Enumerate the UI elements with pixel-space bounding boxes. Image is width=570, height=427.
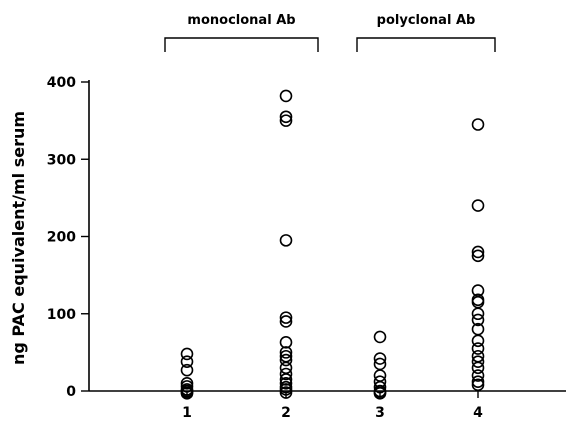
data-point <box>471 245 485 259</box>
data-point <box>180 355 194 368</box>
data-point <box>471 334 485 348</box>
data-point <box>373 330 387 344</box>
data-point <box>279 386 293 399</box>
data-point <box>180 363 194 377</box>
y-tick-label: 200 <box>47 230 76 246</box>
data-point <box>373 352 387 365</box>
x-ticks: 1 2 3 4 <box>182 391 483 421</box>
data-point <box>279 110 293 124</box>
group-label: polyclonal Ab <box>377 13 476 28</box>
data-point <box>373 380 387 394</box>
data-point <box>471 307 485 321</box>
x-tick-label: 2 <box>281 405 291 421</box>
group-brackets: monoclonal Ab polyclonal Ab <box>164 13 496 52</box>
data-point <box>279 346 293 359</box>
x-tick-label: 1 <box>182 405 192 421</box>
data-point <box>279 114 293 127</box>
group-bracket <box>356 37 496 52</box>
data-point <box>279 376 293 390</box>
group-bracket <box>164 37 319 52</box>
data-point <box>279 336 293 349</box>
data-point <box>279 367 293 381</box>
x-tick-label: 3 <box>375 405 385 421</box>
y-tick-label: 300 <box>47 152 76 168</box>
data-point <box>279 383 293 396</box>
y-tick-label: 400 <box>47 75 76 91</box>
data-point <box>471 375 485 389</box>
data-point <box>279 311 293 324</box>
y-tick-label: 0 <box>66 384 76 400</box>
data-point <box>279 89 293 103</box>
data-point <box>279 315 293 328</box>
data-point <box>471 313 485 327</box>
data-point <box>471 369 485 382</box>
data-point <box>180 380 194 393</box>
data-point <box>180 347 194 361</box>
data-point <box>471 355 485 368</box>
data-points <box>180 89 485 400</box>
data-point <box>373 387 387 400</box>
data-point <box>471 378 485 392</box>
y-ticks: 0 100 200 300 400 <box>47 75 89 400</box>
data-point <box>471 118 485 131</box>
data-point <box>471 342 485 355</box>
y-tick-label: 100 <box>47 307 76 323</box>
data-point <box>279 234 293 247</box>
x-tick-label: 4 <box>473 405 483 421</box>
data-point <box>471 199 485 212</box>
group-label: monoclonal Ab <box>187 13 295 28</box>
y-axis-title: ng PAC equivalent/ml serum <box>9 111 28 365</box>
data-point <box>471 361 485 375</box>
data-point <box>180 387 194 400</box>
data-point <box>180 376 194 390</box>
data-point <box>279 353 293 367</box>
data-point <box>471 249 485 263</box>
data-point <box>279 373 293 386</box>
